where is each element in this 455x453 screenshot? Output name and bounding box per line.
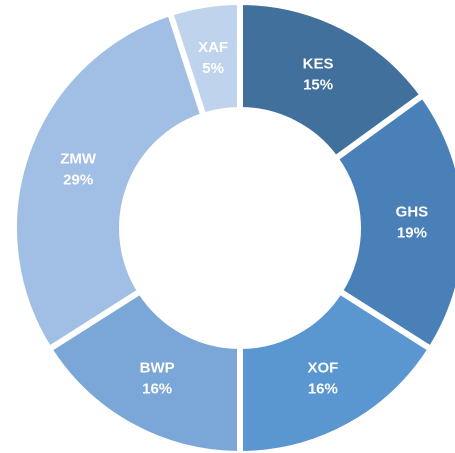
segment-value-label: 16% (308, 381, 338, 398)
segment-category-label: ZMW (60, 151, 97, 168)
segment-value-label: 16% (142, 381, 172, 398)
segment-category-label: GHS (396, 204, 429, 221)
segment-value-label: 19% (397, 225, 427, 242)
donut-segment (166, 0, 243, 120)
donut-segment (237, 287, 435, 453)
segment-category-label: KES (303, 56, 334, 73)
donut-segment (237, 0, 428, 163)
donut-segment (45, 287, 243, 453)
segment-category-label: BWP (140, 360, 175, 377)
segment-value-label: 29% (63, 172, 93, 189)
segment-value-label: 15% (303, 77, 333, 94)
donut-segment (11, 9, 208, 354)
segment-value-label: 5% (202, 60, 224, 77)
segment-category-label: XAF (198, 39, 228, 56)
segment-category-label: XOF (307, 360, 338, 377)
donut-segment (331, 90, 455, 354)
